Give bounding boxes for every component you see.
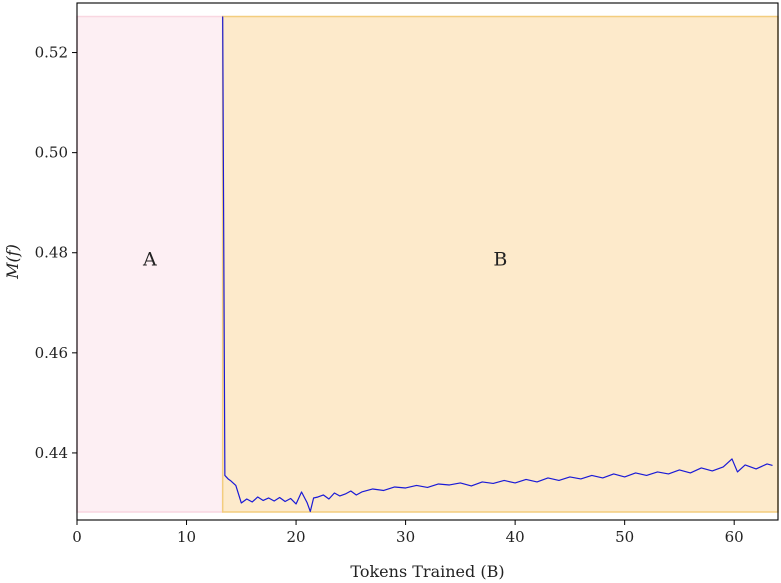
- x-tick-label: 30: [396, 528, 415, 546]
- y-axis-label: M(f): [3, 244, 22, 280]
- x-tick-label: 20: [287, 528, 306, 546]
- series-layer: [222, 16, 773, 513]
- x-tick-label: 10: [177, 528, 196, 546]
- y-tick-label: 0.48: [35, 244, 68, 262]
- x-axis-ticks: 0 10 20 30 40 50 60: [72, 520, 744, 546]
- x-tick-label: 50: [615, 528, 634, 546]
- region-b-band: [221, 15, 779, 513]
- region-a-band: [76, 15, 224, 513]
- y-tick-label: 0.52: [35, 44, 68, 62]
- x-tick-label: 60: [725, 528, 744, 546]
- region-b-label: B: [493, 248, 507, 270]
- x-tick-label: 40: [506, 528, 525, 546]
- y-tick-label: 0.44: [35, 444, 68, 462]
- plot-frame: [76, 2, 779, 521]
- y-tick-label: 0.50: [35, 144, 68, 162]
- x-axis-label: Tokens Trained (B): [350, 562, 504, 581]
- series-line-0: [222, 16, 773, 513]
- x-tick-label: 0: [72, 528, 82, 546]
- y-tick-label: 0.46: [35, 344, 68, 362]
- region-a-label: A: [142, 248, 157, 270]
- y-axis-ticks: 0.44 0.46 0.48 0.50 0.52: [35, 44, 77, 462]
